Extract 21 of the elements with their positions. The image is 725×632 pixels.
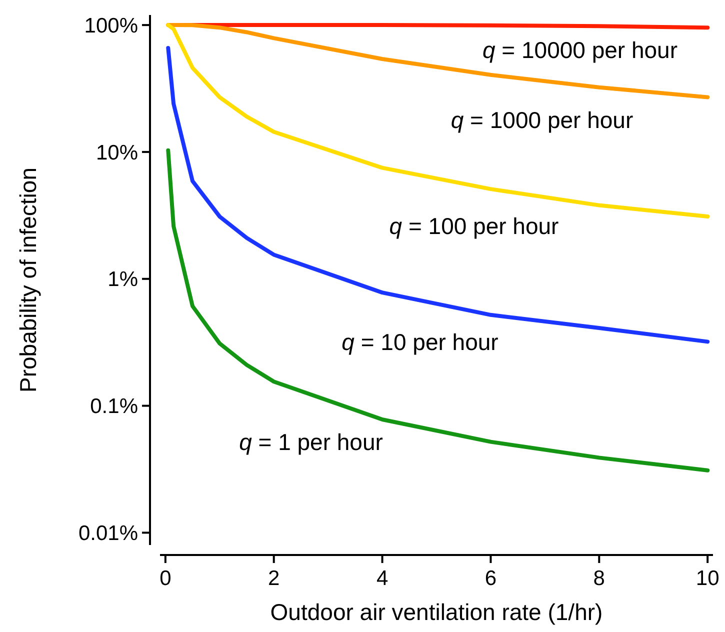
line-series [166,23,710,100]
series-label: q = 100 per hour [389,213,560,240]
line-series [166,148,710,472]
line-series [166,23,710,219]
x-tick-label: 0 [160,567,172,590]
y-tick-label: 0.01% [78,522,138,546]
y-axis-title: Probability of infection [15,167,41,393]
x-tick-label: 6 [484,567,497,590]
x-tick-label: 8 [593,567,605,590]
y-tick-label: 100% [84,14,138,38]
x-tick-label: 4 [376,567,388,590]
x-axis-title: Outdoor air ventilation rate (1/hr) [270,599,603,625]
series-label: q = 10 per hour [342,329,499,356]
y-tick-label: 1% [108,268,138,292]
y-tick-label: 0.1% [90,395,138,418]
x-tick-label: 2 [268,567,280,590]
x-tick-label: 10 [696,567,720,590]
series-label: q = 1000 per hour [450,107,634,134]
series-label: q = 10000 per hour [482,37,678,64]
y-tick-label: 10% [96,141,138,164]
series-label: q = 1 per hour [239,429,384,456]
